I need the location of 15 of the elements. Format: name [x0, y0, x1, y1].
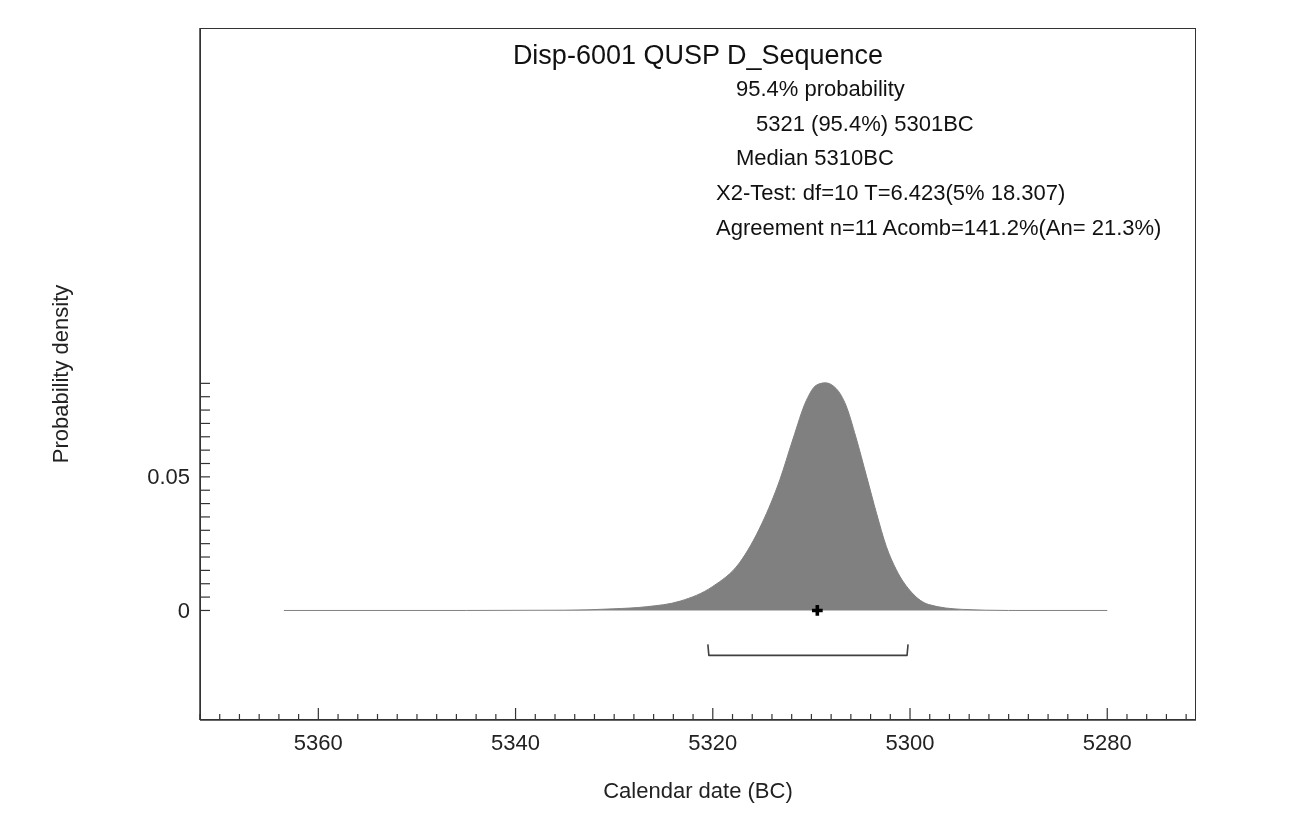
annotation: Agreement n=11 Acomb=141.2%(An= 21.3%): [716, 214, 1162, 241]
annotation: Median 5310BC: [736, 145, 894, 172]
annotation: X2-Test: df=10 T=6.423(5% 18.307): [716, 180, 1066, 207]
x-tick-label: 5340: [491, 730, 541, 755]
y-axis-title: Probability density: [47, 284, 73, 464]
x-tick-label: 5320: [688, 730, 738, 755]
annotation: 95.4% probability: [736, 76, 905, 102]
x-axis-title: Calendar date (BC): [602, 778, 794, 804]
y-tick-label: 0.05: [147, 464, 190, 490]
x-tick-label: 5360: [293, 730, 343, 755]
annotation: 5321 (95.4%) 5301BC: [756, 110, 974, 137]
text: Disp-6001 QUSP D_Sequence: [511, 40, 885, 71]
x-tick-label: 5300: [885, 730, 935, 755]
y-tick-label: 0: [177, 597, 190, 623]
x-tick-label: 5280: [1082, 730, 1132, 755]
